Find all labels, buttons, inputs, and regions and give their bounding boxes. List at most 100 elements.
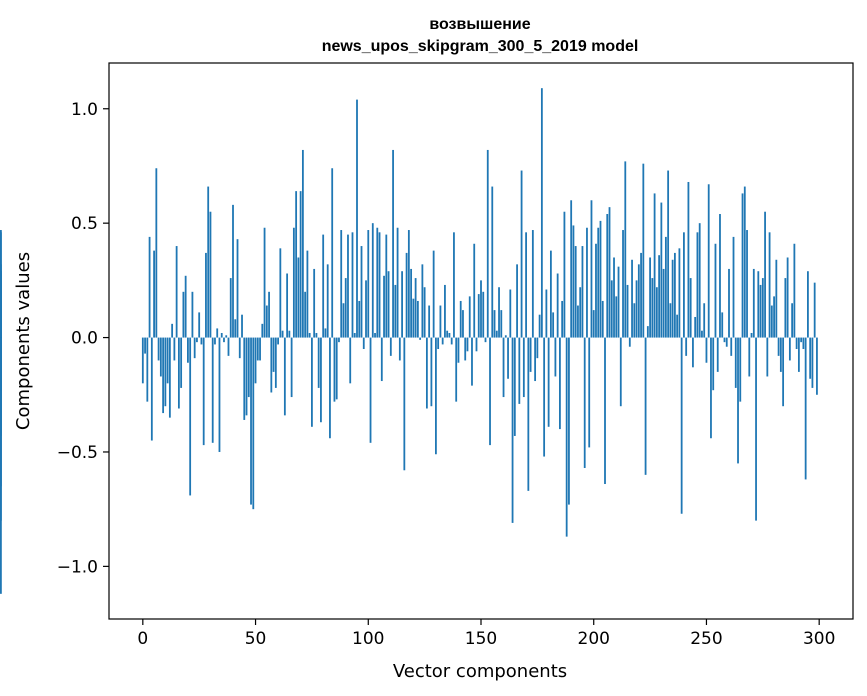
bar-116: [403, 337, 406, 471]
bar-227: [653, 193, 656, 338]
x-tick-label: 250: [690, 629, 722, 649]
bar-70: [299, 191, 302, 338]
bar-183: [554, 337, 557, 377]
bars-group: [0, 88, 818, 594]
bar-44: [241, 314, 243, 338]
bar-210: [615, 296, 618, 338]
bar-218: [633, 303, 636, 338]
bar-123: [419, 337, 422, 340]
bar-246: [696, 232, 699, 338]
bar-222: [642, 163, 645, 338]
bar-12: [168, 337, 171, 418]
bar-83: [329, 337, 331, 439]
bar-148: [475, 337, 478, 352]
bar-115: [401, 271, 403, 338]
bar-224: [646, 326, 649, 338]
bar-273: [757, 271, 760, 338]
bar-225: [649, 257, 651, 338]
bar-78: [317, 337, 320, 388]
bar-141: [459, 300, 462, 338]
bar-195: [581, 246, 584, 338]
bar-160: [502, 337, 505, 398]
bar-276: [764, 211, 766, 338]
x-tick-label: 300: [803, 629, 835, 649]
bar-92: [349, 337, 352, 384]
bar-61: [279, 248, 282, 338]
bar-140: [457, 337, 460, 363]
bar-71: [301, 149, 304, 338]
bar-163: [509, 289, 512, 338]
bar-105: [378, 232, 381, 338]
bar-128: [430, 337, 433, 407]
bar-77: [315, 332, 318, 338]
bar-135: [446, 330, 449, 338]
bar-65: [288, 330, 291, 338]
bar-119: [410, 268, 413, 338]
bar-142: [462, 310, 464, 338]
bar-290: [795, 337, 798, 350]
bar-244: [692, 337, 694, 368]
bar-45: [243, 337, 246, 420]
bar-144: [466, 337, 469, 352]
bar-111: [392, 149, 394, 338]
bar-256: [719, 214, 721, 338]
bar-232: [664, 236, 667, 338]
bar-283: [779, 337, 782, 372]
bar-166: [516, 264, 518, 338]
bar-53: [261, 323, 264, 338]
bar-238: [678, 248, 681, 338]
bar-245: [694, 316, 697, 338]
bar-228: [655, 287, 658, 338]
bar-278: [768, 232, 771, 338]
bar-143: [464, 337, 467, 361]
bar-114: [398, 337, 401, 361]
bar-74: [308, 332, 311, 338]
bar-154: [489, 337, 491, 446]
bar-263: [734, 337, 737, 388]
bar-52: [259, 337, 261, 361]
bar-32: [214, 337, 216, 345]
bar-42: [236, 239, 239, 338]
x-tick-label: 50: [245, 629, 267, 649]
bar-253: [712, 337, 715, 391]
bar-62: [281, 330, 284, 338]
bar-8: [159, 337, 162, 377]
bar-226: [651, 278, 654, 338]
y-tick-label: 1.0: [71, 100, 98, 120]
bar-75: [311, 337, 313, 427]
bar-270: [750, 332, 753, 338]
bar-284: [782, 337, 785, 407]
bar-281: [775, 259, 778, 338]
bar-196: [583, 337, 586, 468]
x-tick-label: 150: [465, 629, 497, 649]
y-tick-label: −0.5: [57, 443, 98, 463]
bar-168: [520, 170, 523, 338]
bar-59: [274, 337, 277, 388]
bar-151: [482, 291, 485, 338]
bar-145: [468, 296, 471, 338]
bar-178: [543, 337, 546, 457]
bar-101: [369, 337, 372, 443]
bar-146: [471, 337, 473, 386]
bar-67: [292, 227, 295, 338]
plot-frame: [108, 62, 854, 620]
bar-191: [572, 225, 575, 338]
bar-159: [500, 310, 503, 338]
bar-55: [265, 305, 268, 338]
bar-201: [595, 243, 597, 338]
bar-181: [549, 250, 552, 338]
bar-9: [162, 337, 165, 414]
bar-11: [166, 337, 169, 384]
bar-157: [495, 330, 498, 338]
bar-236: [673, 252, 676, 338]
bar-153: [486, 149, 489, 338]
bar-81: [324, 328, 327, 338]
bar-267: [743, 186, 746, 338]
bar-58: [272, 337, 275, 372]
bar-25: [198, 312, 201, 338]
y-tick-label: 0.5: [71, 214, 98, 234]
bar-220: [637, 264, 640, 338]
bar-106: [380, 337, 383, 382]
bar-176: [538, 314, 541, 338]
bar-172: [529, 337, 532, 372]
